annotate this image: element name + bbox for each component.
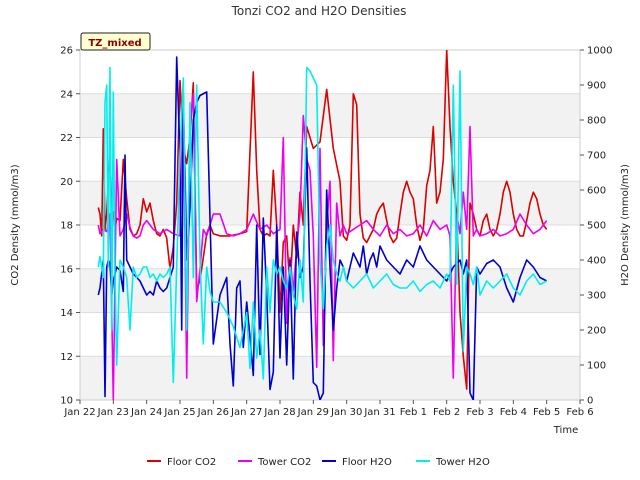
y-left-tick-label: 20 — [60, 177, 73, 188]
legend-label: Tower H2O — [435, 457, 490, 468]
x-tick-label: Jan 27 — [230, 407, 262, 418]
y-right-tick-label: 100 — [587, 361, 606, 372]
y-left-tick-label: 16 — [60, 264, 73, 275]
legend: Floor CO2 Tower CO2 Floor H2O Tower H2O — [147, 457, 490, 468]
x-tick-label: Feb 6 — [566, 407, 593, 418]
series-line-floor-co2 — [97, 50, 548, 390]
series-line-tower-h2o — [97, 66, 548, 384]
y-right-tick-label: 500 — [587, 221, 606, 232]
y-right-axis-ticks: 0 100 200 300 400 500 600 700 800 900 1000 — [580, 46, 612, 407]
x-tick-label: Jan 25 — [163, 407, 195, 418]
x-tick-label: Jan 29 — [297, 407, 329, 418]
y-right-tick-label: 400 — [587, 256, 606, 267]
y-left-axis-title: CO2 Density (mmol/m3) — [10, 164, 21, 285]
y-right-tick-label: 300 — [587, 291, 606, 302]
grid-band — [80, 356, 580, 400]
x-tick-label: Feb 4 — [500, 407, 527, 418]
legend-label: Floor H2O — [342, 457, 392, 468]
legend-label: Floor CO2 — [167, 457, 216, 468]
y-right-tick-label: 0 — [587, 396, 593, 407]
y-left-tick-label: 22 — [60, 133, 73, 144]
y-left-tick-label: 24 — [60, 89, 73, 100]
y-right-tick-label: 1000 — [587, 46, 612, 57]
x-tick-label: Jan 31 — [363, 407, 395, 418]
series-layer — [97, 50, 548, 400]
y-right-tick-label: 700 — [587, 151, 606, 162]
series-line-floor-h2o — [97, 56, 548, 400]
series-line-tower-co2 — [97, 93, 548, 400]
badge: TZ_mixed — [80, 32, 151, 51]
x-tick-label: Feb 2 — [433, 407, 460, 418]
y-left-tick-label: 14 — [60, 308, 73, 319]
x-tick-label: Feb 5 — [533, 407, 560, 418]
badge-label: TZ_mixed — [88, 38, 141, 49]
y-left-tick-label: 10 — [60, 396, 73, 407]
legend-label: Tower CO2 — [257, 457, 311, 468]
x-axis-title: Time — [553, 425, 578, 436]
y-left-axis-ticks: 10 12 14 16 18 20 22 24 26 — [60, 46, 80, 407]
y-left-tick-label: 18 — [60, 221, 73, 232]
x-tick-label: Feb 1 — [400, 407, 427, 418]
x-axis-ticks: Jan 22 Jan 23 Jan 24 Jan 25 Jan 26 Jan 27 Jan … — [63, 400, 594, 418]
x-tick-label: Jan 28 — [263, 407, 295, 418]
y-right-tick-label: 800 — [587, 116, 606, 127]
y-right-axis-title: H2O Density (mmol/m3) — [620, 164, 631, 286]
x-tick-label: Jan 30 — [330, 407, 362, 418]
x-tick-label: Jan 24 — [130, 407, 162, 418]
y-left-tick-label: 12 — [60, 352, 73, 363]
x-tick-label: Jan 23 — [97, 407, 129, 418]
y-left-tick-label: 26 — [60, 46, 73, 57]
chart-title: Tonzi CO2 and H2O Densities — [231, 4, 407, 18]
x-tick-label: Feb 3 — [466, 407, 493, 418]
x-tick-label: Jan 22 — [63, 407, 95, 418]
y-right-tick-label: 900 — [587, 81, 606, 92]
y-right-tick-label: 600 — [587, 186, 606, 197]
y-right-tick-label: 200 — [587, 326, 606, 337]
x-tick-label: Jan 26 — [197, 407, 229, 418]
